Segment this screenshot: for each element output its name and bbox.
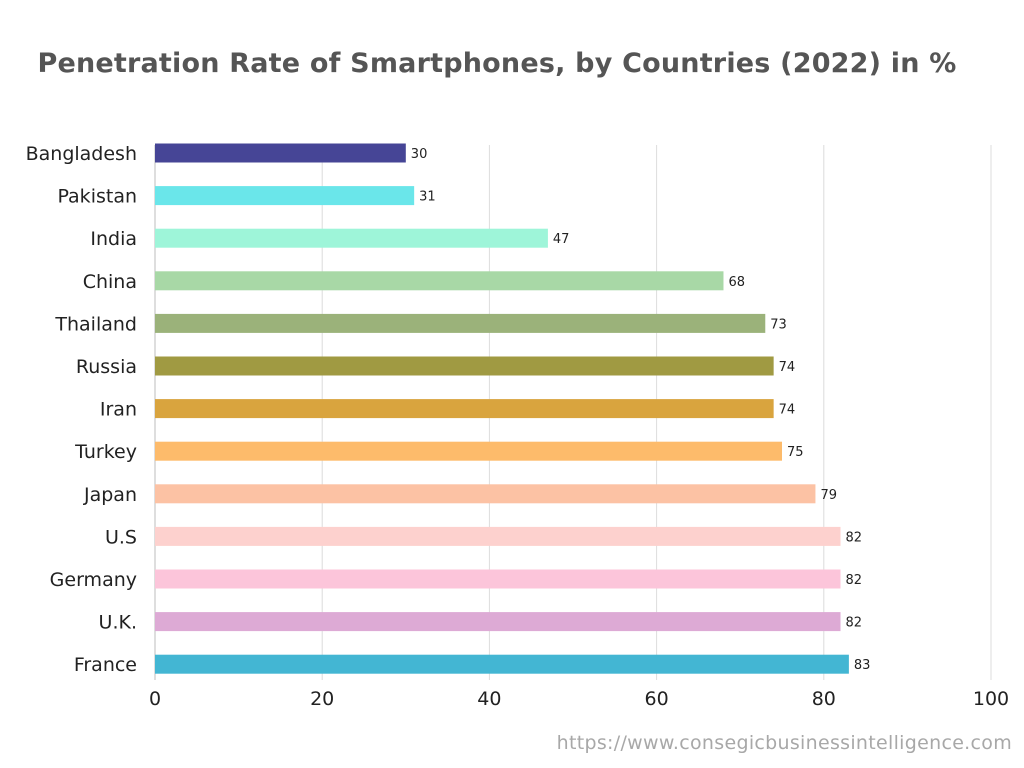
bar-layer (155, 143, 849, 674)
value-label-iran: 74 (779, 403, 796, 418)
x-tick-label-80: 80 (812, 688, 836, 710)
bar-iran (155, 399, 774, 419)
value-label-france: 83 (854, 658, 871, 673)
source-url: https://www.consegicbusinessintelligence… (556, 732, 1012, 754)
value-label-china: 68 (728, 275, 745, 290)
value-label-thailand: 73 (770, 317, 787, 332)
x-tick-label-0: 0 (149, 688, 161, 710)
category-label-u-s: U.S (105, 526, 137, 548)
value-label-india: 47 (553, 232, 570, 247)
bar-u-k (155, 612, 841, 632)
category-label-france: France (74, 654, 137, 676)
x-tick-label-60: 60 (645, 688, 669, 710)
value-label-germany: 82 (846, 573, 863, 588)
category-label-india: India (90, 228, 137, 250)
category-label-thailand: Thailand (54, 313, 137, 335)
value-label-bangladesh: 30 (411, 147, 428, 162)
bar-japan (155, 484, 816, 504)
label-layer: 0 20 40 60 80 100 Bangladesh 30 Pakistan 31 India 4… (26, 143, 1010, 710)
bar-pakistan (155, 186, 415, 206)
category-label-u-k: U.K. (99, 612, 137, 634)
chart-title: Penetration Rate of Smartphones, by Coun… (37, 48, 957, 79)
bar-france (155, 654, 849, 674)
category-label-japan: Japan (83, 484, 137, 506)
bar-u-s (155, 526, 841, 546)
category-label-germany: Germany (50, 569, 137, 591)
category-label-pakistan: Pakistan (57, 186, 137, 208)
bar-india (155, 228, 548, 248)
x-tick-label-100: 100 (973, 688, 1009, 710)
bar-china (155, 271, 724, 291)
x-tick-label-40: 40 (477, 688, 501, 710)
value-label-pakistan: 31 (419, 190, 436, 205)
bar-bangladesh (155, 143, 406, 163)
x-tick-label-20: 20 (310, 688, 334, 710)
category-label-russia: Russia (76, 356, 137, 378)
value-label-u-k: 82 (846, 616, 863, 631)
value-label-u-s: 82 (846, 530, 863, 545)
bar-germany (155, 569, 841, 589)
category-label-bangladesh: Bangladesh (26, 143, 137, 165)
category-label-iran: Iran (100, 399, 137, 421)
category-label-china: China (83, 271, 137, 293)
bar-turkey (155, 441, 782, 461)
bar-thailand (155, 313, 766, 333)
value-label-japan: 79 (820, 488, 837, 503)
value-label-turkey: 75 (787, 445, 804, 460)
category-label-turkey: Turkey (74, 441, 137, 463)
value-label-russia: 74 (779, 360, 796, 375)
bar-russia (155, 356, 774, 376)
